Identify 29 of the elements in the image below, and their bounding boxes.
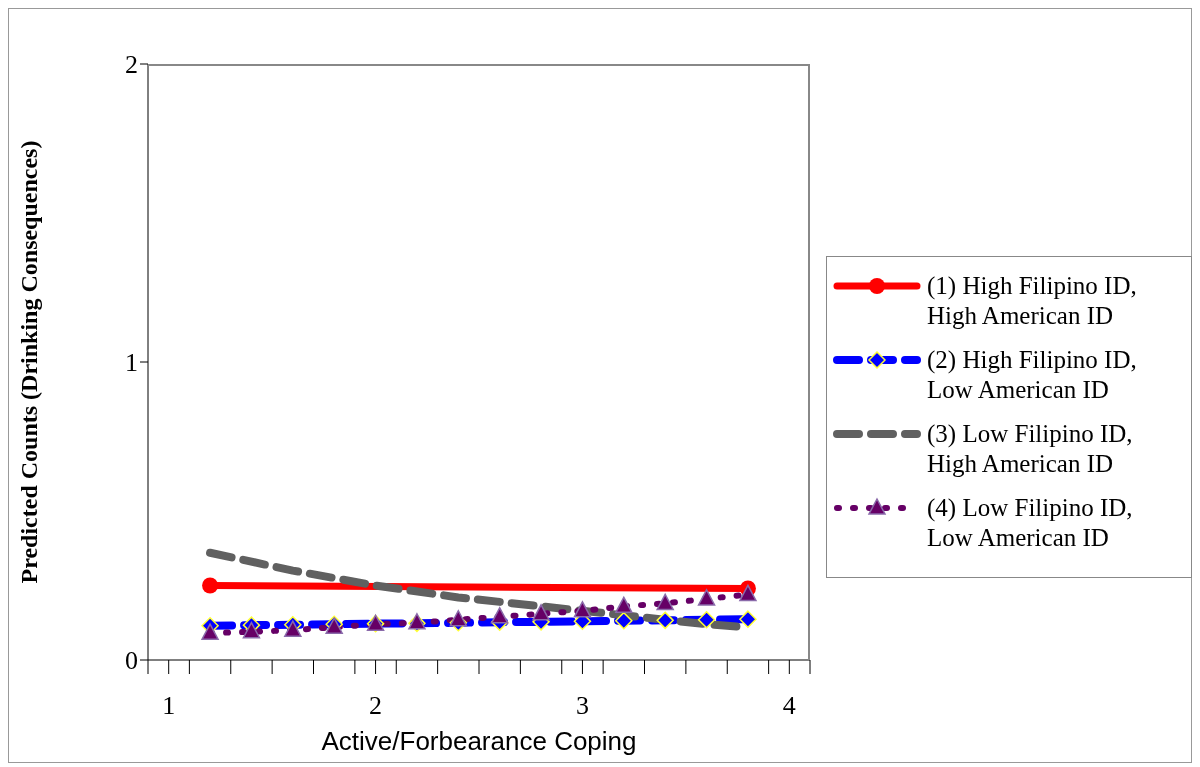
point (697, 589, 716, 606)
point (656, 593, 674, 611)
x-axis-title: Active/Forbearance Coping (321, 726, 637, 756)
x-tick-label: 3 (575, 691, 589, 721)
y-tick-label: 0 (125, 646, 138, 676)
point (284, 620, 302, 637)
x-tick-label: 1 (162, 691, 176, 721)
legend-label: (1) High Filipino ID, High American ID (927, 271, 1138, 331)
legend-label: (2) High Filipino ID, Low American ID (927, 345, 1138, 405)
point (697, 611, 716, 629)
point (201, 623, 219, 640)
point (532, 604, 550, 621)
point (573, 601, 592, 618)
x-tick-label: 2 (369, 691, 383, 721)
y-tick-label: 1 (125, 348, 138, 378)
legend-label: (4) Low Filipino ID, Low American ID (927, 493, 1134, 553)
point (615, 596, 633, 614)
y-tick-label: 2 (125, 50, 138, 80)
point (490, 607, 509, 624)
point (202, 577, 219, 594)
point (739, 584, 757, 602)
point (242, 621, 261, 639)
point (739, 610, 757, 628)
y-axis-title: Predicted Counts (Drinking Consequences) (15, 140, 42, 584)
x-tick-label: 4 (782, 691, 796, 721)
point (449, 610, 468, 627)
legend-label: (3) Low Filipino ID, High American ID (927, 419, 1134, 479)
point (615, 611, 633, 630)
point (656, 611, 674, 630)
